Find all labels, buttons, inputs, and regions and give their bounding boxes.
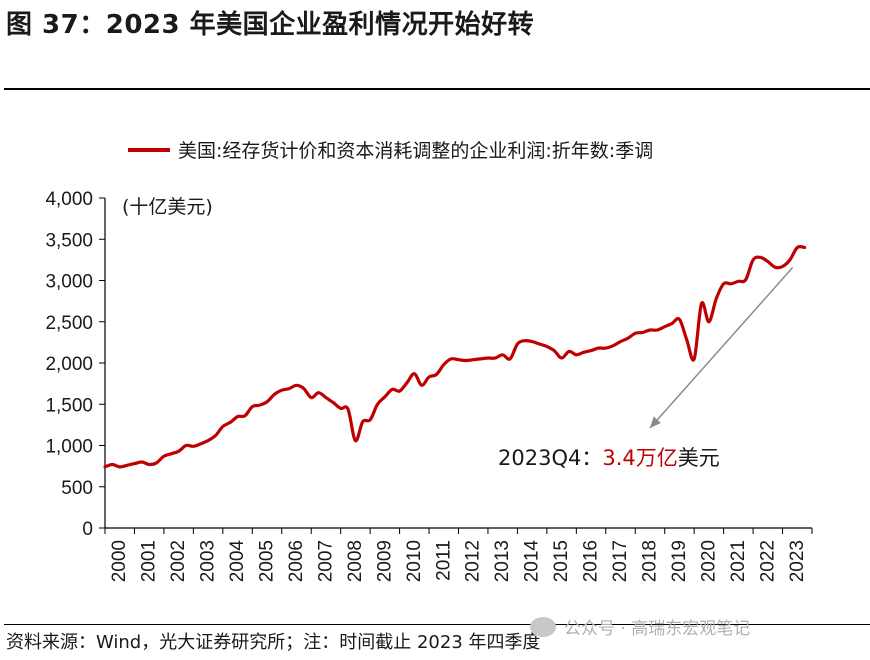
x-tick-label: 2005 <box>257 540 278 582</box>
x-tick-label: 2011 <box>433 540 454 581</box>
x-tick-label: 2022 <box>757 540 778 582</box>
y-tick-label: 2,000 <box>45 354 93 375</box>
x-tick-label: 2003 <box>198 540 219 582</box>
x-tick-label: 2014 <box>522 540 543 583</box>
x-tick-label: 2000 <box>109 540 130 582</box>
title-rule <box>4 88 870 90</box>
y-tick-label: 4,000 <box>45 189 93 210</box>
series-line-corporate-profits <box>103 244 807 469</box>
x-tick-label: 2018 <box>639 540 660 582</box>
x-tick-label: 2009 <box>374 540 395 582</box>
watermark: 公众号 · 高瑞东宏观笔记 <box>530 614 750 639</box>
legend-label: 美国:经存货计价和资本消耗调整的企业利润:折年数:季调 <box>178 140 654 162</box>
annotation-suffix: 美元 <box>678 446 720 470</box>
axes <box>104 198 812 529</box>
x-tick-label: 2015 <box>551 540 572 582</box>
x-tick-label: 2007 <box>315 540 336 582</box>
page-title: 图 37：2023 年美国企业盈利情况开始好转 <box>6 10 535 40</box>
watermark-text: 公众号 · 高瑞东宏观笔记 <box>564 619 751 639</box>
y-axis-ticks: 0 500 1,000 1,500 2,000 2,500 3,000 3,500 4,000 <box>45 189 105 540</box>
x-tick-label: 2008 <box>345 540 366 582</box>
y-unit-label: (十亿美元) <box>122 196 213 218</box>
annotation-arrow <box>649 267 794 429</box>
y-tick-label: 1,000 <box>45 437 93 458</box>
annotation-arrow-head <box>650 416 661 428</box>
x-tick-label: 2016 <box>581 540 602 582</box>
y-tick-label: 500 <box>61 478 93 499</box>
x-tick-label: 2002 <box>168 540 189 582</box>
y-tick-label: 2,500 <box>45 313 93 334</box>
annotation-arrow-shaft <box>649 267 794 429</box>
x-axis-ticks: 2000 2001 2002 2003 2004 2005 2006 2007 2008 2009… <box>104 528 813 583</box>
y-tick-label: 1,500 <box>45 395 93 416</box>
x-tick-label: 2023 <box>787 540 808 582</box>
x-tick-label: 2013 <box>492 540 513 582</box>
x-tick-label: 2010 <box>404 540 425 582</box>
y-tick-label: 3,000 <box>45 272 93 293</box>
x-tick-label: 2021 <box>728 540 749 582</box>
x-tick-label: 2019 <box>669 540 690 582</box>
annotation-prefix: 2023Q4： <box>498 446 602 470</box>
x-tick-label: 2020 <box>698 540 719 582</box>
source-note: 资料来源：Wind，光大证券研究所；注：时间截止 2023 年四季度 <box>6 632 541 653</box>
annotation-highlight: 3.4万亿 <box>602 446 677 470</box>
x-tick-label: 2017 <box>610 540 631 582</box>
source-rule <box>4 624 870 625</box>
chart-legend: 美国:经存货计价和资本消耗调整的企业利润:折年数:季调 <box>128 136 653 163</box>
y-tick-label: 3,500 <box>45 230 93 251</box>
x-tick-label: 2004 <box>227 540 248 583</box>
annotation-text: 2023Q4：3.4万亿美元 <box>498 446 720 470</box>
x-tick-label: 2012 <box>463 540 484 582</box>
y-tick-label: 0 <box>82 519 93 540</box>
wechat-icon <box>530 616 556 637</box>
x-tick-label: 2006 <box>286 540 307 582</box>
legend-swatch <box>128 147 170 152</box>
x-tick-label: 2001 <box>139 540 160 582</box>
